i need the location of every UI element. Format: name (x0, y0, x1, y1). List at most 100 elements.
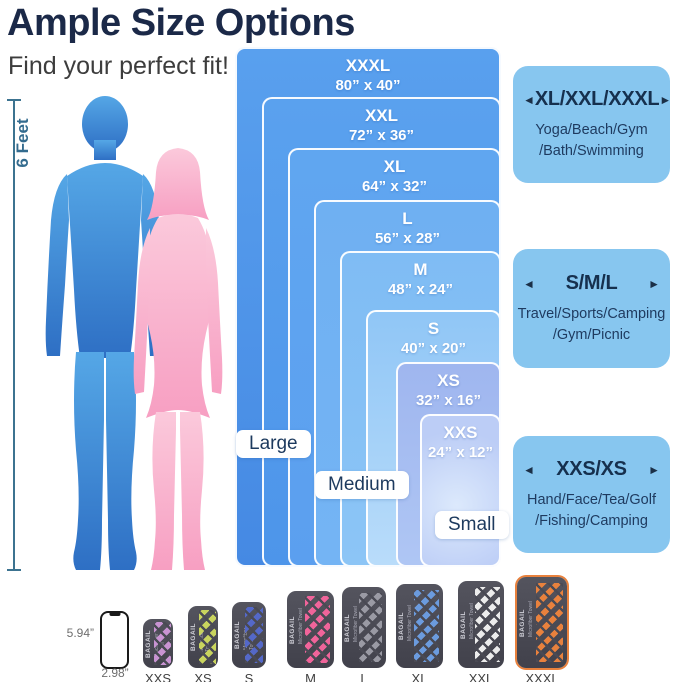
towel-stripes-pattern (358, 592, 383, 663)
size-group-label-medium: Medium (315, 471, 409, 499)
size-dimensions: 40” x 20” (400, 340, 467, 357)
ruler-bottom-cap (7, 569, 21, 571)
size-dimensions: 80” x 40” (335, 77, 401, 94)
phone-width-label: 2.98” (101, 666, 129, 680)
towel-stripes-pattern (199, 610, 216, 664)
size-dimensions: 32” x 16” (415, 392, 482, 409)
towel-size-label: M (305, 671, 316, 682)
towel-size-label: XXL (468, 671, 494, 682)
towel-m: BAGAIL Microfiber Towel (287, 591, 334, 668)
towel-stripes-pattern (536, 583, 563, 662)
use-case-description-line: /Gym/Picnic (552, 326, 631, 343)
size-name: M (413, 260, 428, 279)
size-rect-label: XXXL 80” x 40” (237, 56, 499, 94)
size-dimensions: 24” x 12” (427, 444, 494, 461)
towel-stripes-pattern (475, 587, 501, 662)
towel-brand-subtext: Microfiber Towel (528, 600, 534, 637)
towel-size-label: S (244, 671, 254, 682)
towel-l: BAGAIL Microfiber Towel (342, 587, 386, 668)
towel-brand-text: BAGAIL (234, 621, 241, 649)
use-case-title: S/M/L (565, 272, 618, 295)
towel-brand-subtext: Microfiber Towel (298, 608, 304, 645)
use-case-description-line: /Bath/Swimming (539, 142, 644, 159)
left-arrow-icon: ◄ (522, 276, 535, 291)
size-name: S (427, 319, 440, 338)
size-name: XXS (443, 423, 478, 442)
use-case-description: Hand/Face/Tea/Golf/Fishing/Camping (527, 490, 656, 531)
use-case-box-2: ◄ XXS/XS ► Hand/Face/Tea/Golf/Fishing/Campi… (513, 436, 670, 553)
size-dimensions: 64” x 32” (361, 178, 428, 195)
use-case-description-line: Travel/Sports/Camping (517, 306, 666, 323)
use-case-description-line: Yoga/Beach/Gym (535, 122, 648, 139)
size-name: XXXL (345, 56, 391, 75)
towel-size-label: XL (411, 671, 428, 682)
page-subtitle: Find your perfect fit! (8, 52, 229, 80)
use-case-title: XXS/XS (556, 458, 627, 481)
size-group-label-large: Large (236, 430, 311, 458)
towel-stripes-pattern (413, 589, 440, 663)
use-case-description: Travel/Sports/Camping/Gym/Picnic (518, 304, 666, 345)
size-dimensions: 72” x 36” (348, 127, 415, 144)
use-case-title-row: ◄ XL/XXL/XXXL ► (522, 88, 671, 111)
size-rect-label: XS 32” x 16” (398, 371, 499, 409)
size-rect-label: M 48” x 24” (342, 260, 499, 298)
towel-xl: BAGAIL Microfiber Towel (396, 584, 443, 668)
size-dimensions: 56” x 28” (374, 230, 441, 247)
towel-xxxl: BAGAIL Microfiber Towel (517, 577, 567, 668)
size-rect-label: XXS 24” x 12” (422, 423, 499, 461)
towel-brand-text: BAGAIL (344, 613, 351, 642)
right-arrow-icon: ► (648, 276, 661, 291)
ruler-line (13, 99, 15, 571)
size-name: XS (437, 371, 460, 390)
height-ruler (7, 99, 21, 571)
towel-size-label: XS (194, 671, 212, 682)
towel-brand-subtext: Microfiber Towel (469, 603, 475, 640)
towel-brand-text: BAGAIL (460, 610, 467, 639)
size-name: XXL (364, 106, 399, 125)
towel-stripes-pattern (154, 622, 171, 665)
towel-stripes-pattern (244, 606, 264, 664)
towel-brand-text: BAGAIL (190, 623, 197, 651)
towel-xxl: BAGAIL Microfiber Towel (458, 581, 504, 668)
towel-stripes-pattern (304, 596, 331, 663)
female-silhouette (133, 148, 223, 570)
right-arrow-icon: ► (659, 92, 672, 107)
towel-brand-text: BAGAIL (519, 608, 526, 637)
use-case-description: Yoga/Beach/Gym/Bath/Swimming (535, 120, 647, 161)
phone-height-label: 5.94” (66, 626, 94, 640)
right-arrow-icon: ► (648, 462, 661, 477)
use-case-title-row: ◄ S/M/L ► (523, 272, 660, 295)
towel-brand-text: BAGAIL (289, 615, 296, 644)
size-rect-label: S 40” x 20” (368, 319, 499, 357)
towel-brand-text: BAGAIL (398, 612, 405, 640)
use-case-box-1: ◄ S/M/L ► Travel/Sports/Camping/Gym/Picnic (513, 249, 670, 368)
towel-brand-subtext: Microfiber Towel (407, 604, 413, 641)
phone-outline (100, 611, 129, 669)
towel-size-label: XXXL (525, 671, 559, 682)
size-group-label-small: Small (435, 511, 509, 539)
use-case-title-row: ◄ XXS/XS ► (523, 458, 660, 481)
size-rect-label: L 56” x 28” (316, 209, 499, 247)
people-silhouettes (45, 96, 223, 570)
size-name: XL (383, 157, 406, 176)
size-rect-label: XL 64” x 32” (290, 157, 499, 195)
use-case-box-0: ◄ XL/XXL/XXXL ► Yoga/Beach/Gym/Bath/Swimmin… (513, 66, 671, 183)
towel-size-label: L (360, 671, 368, 682)
page-title: Ample Size Options (7, 2, 355, 44)
left-arrow-icon: ◄ (522, 462, 535, 477)
towel-brand-text: BAGAIL (145, 629, 152, 658)
size-rect-xxs: XXS 24” x 12” (420, 414, 501, 567)
size-name: L (402, 209, 413, 228)
phone-notch-icon (109, 613, 120, 616)
left-arrow-icon: ◄ (522, 92, 535, 107)
towel-size-label: XXS (144, 671, 171, 682)
use-case-description-line: Hand/Face/Tea/Golf (527, 492, 656, 509)
size-dimensions: 48” x 24” (387, 281, 454, 298)
size-rect-label: XXL 72” x 36” (264, 106, 499, 144)
use-case-description-line: /Fishing/Camping (535, 512, 648, 529)
use-case-title: XL/XXL/XXXL (534, 88, 660, 111)
